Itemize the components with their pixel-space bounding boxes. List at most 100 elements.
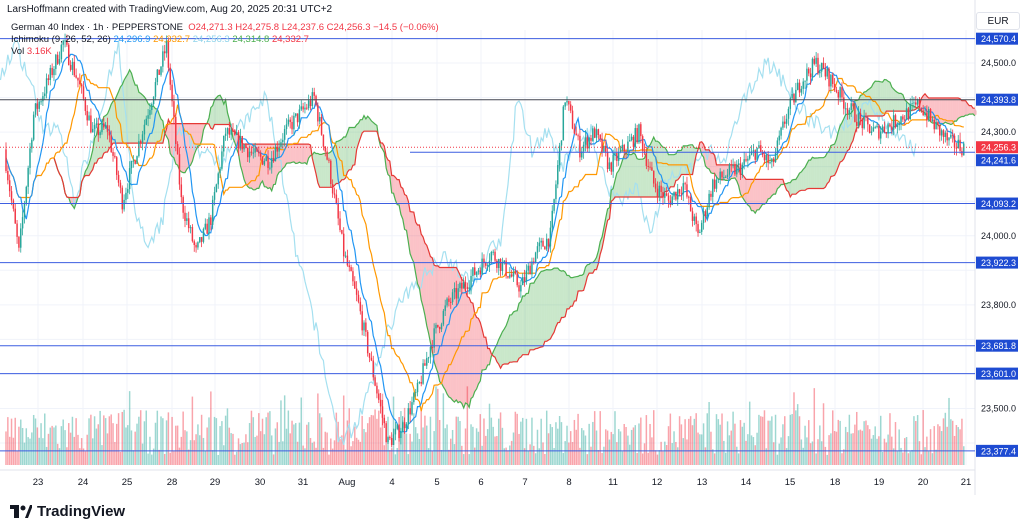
cloud-segment <box>400 186 403 220</box>
cloud-segment <box>197 123 200 146</box>
lagging-value: 24,256.3 <box>192 34 230 45</box>
currency-button[interactable]: EUR <box>976 12 1020 30</box>
volume-bar <box>832 410 834 465</box>
candle-body <box>494 251 496 261</box>
volume-bar <box>523 448 526 465</box>
candle-body <box>778 135 780 141</box>
cloud-segment <box>674 153 676 187</box>
volume-bar <box>942 418 945 465</box>
volume-bar <box>682 438 685 465</box>
candle-body <box>590 137 592 141</box>
volume-bar <box>900 447 902 465</box>
cloud-segment <box>290 144 293 164</box>
cloud-segment <box>423 237 425 316</box>
ichimoku-legend[interactable]: Ichimoku (9, 26, 52, 26) 24,296.9 24,332… <box>11 34 439 46</box>
tradingview-logo-icon <box>10 504 32 518</box>
volume-bar <box>606 430 609 465</box>
symbol-legend[interactable]: German 40 Index · 1h · PEPPERSTONE O24,2… <box>11 22 439 34</box>
volume-bar <box>876 438 878 465</box>
volume-bar <box>195 434 197 465</box>
candle-body <box>40 101 42 103</box>
candle-body <box>365 322 367 332</box>
volume-bar <box>619 431 622 465</box>
cloud-segment <box>832 143 835 177</box>
volume-bar <box>29 438 31 465</box>
candle-body <box>521 277 524 286</box>
cloud-segment <box>268 144 270 189</box>
candle-body <box>280 142 282 147</box>
candle-body <box>540 240 542 243</box>
volume-bar <box>206 427 208 465</box>
volume-bar <box>579 447 581 465</box>
volume-bar <box>747 434 749 465</box>
cloud-segment <box>775 179 778 195</box>
candle-body <box>739 163 742 175</box>
candle-body <box>282 139 284 143</box>
cloud-segment <box>334 141 337 186</box>
candle-body <box>686 184 688 197</box>
cloud-segment <box>751 179 754 211</box>
candle-body <box>771 158 773 163</box>
candle-body <box>706 207 708 217</box>
candle-body <box>662 191 664 198</box>
volume-bar <box>25 428 28 465</box>
volume-bar <box>248 423 251 465</box>
candle-body <box>158 69 160 75</box>
volume-bar <box>86 434 88 465</box>
cloud-segment <box>943 98 946 124</box>
cloud-segment <box>746 179 748 206</box>
cloud-segment <box>965 100 968 116</box>
candle-body <box>736 165 738 175</box>
candle-body <box>839 87 841 98</box>
volume-bar <box>20 419 22 465</box>
volume-bar <box>217 454 219 465</box>
volume-bar <box>717 419 720 465</box>
volume-bar <box>370 414 373 465</box>
candle-body <box>813 58 816 64</box>
volume-bar <box>929 429 932 465</box>
candle-body <box>656 188 659 197</box>
cloud-segment <box>526 293 529 355</box>
cloud-segment <box>880 81 883 117</box>
volume-bar <box>562 452 565 465</box>
candle-body <box>123 199 125 210</box>
cloud-segment <box>87 163 90 176</box>
volume-bar <box>540 418 542 465</box>
candle-body <box>342 233 345 257</box>
candle-body <box>73 61 76 76</box>
cloud-segment <box>498 335 501 369</box>
cloud-segment <box>129 69 132 144</box>
candle-body <box>47 78 50 80</box>
volume-bar <box>750 435 753 465</box>
volume-bar <box>455 416 458 465</box>
candle-body <box>468 287 470 290</box>
cloud-segment <box>640 159 643 198</box>
volume-bar <box>479 414 482 465</box>
cloud-segment <box>936 98 938 125</box>
volume-legend[interactable]: Vol 3.16K <box>11 46 439 58</box>
candle-body <box>653 170 655 184</box>
volume-bar <box>911 449 913 465</box>
candle-body <box>361 311 363 331</box>
price-chart[interactable]: 23,500.0 23,800.0 24,000.0 24,300.0 24,500.0… <box>0 0 1024 500</box>
volume-bar <box>189 440 192 465</box>
candle-body <box>859 113 862 120</box>
candle-body <box>151 104 153 111</box>
ichimoku-label: Ichimoku (9, 26, 52, 26) <box>11 34 111 45</box>
volume-bar <box>235 451 238 465</box>
volume-bar <box>621 451 624 465</box>
candle-body <box>322 134 325 147</box>
cloud-segment <box>950 98 953 125</box>
candle-body <box>684 183 686 185</box>
volume-bar <box>44 413 46 465</box>
candle-body <box>379 399 382 407</box>
volume-bar <box>730 430 732 465</box>
volume-bar <box>446 424 448 465</box>
volume-bar <box>811 441 814 465</box>
cloud-segment <box>758 179 761 210</box>
volume-bar <box>56 443 59 465</box>
volume-bar <box>112 423 114 465</box>
volume-bar <box>800 439 803 465</box>
cloud-segment <box>544 269 547 342</box>
cloud-segment <box>808 160 811 189</box>
